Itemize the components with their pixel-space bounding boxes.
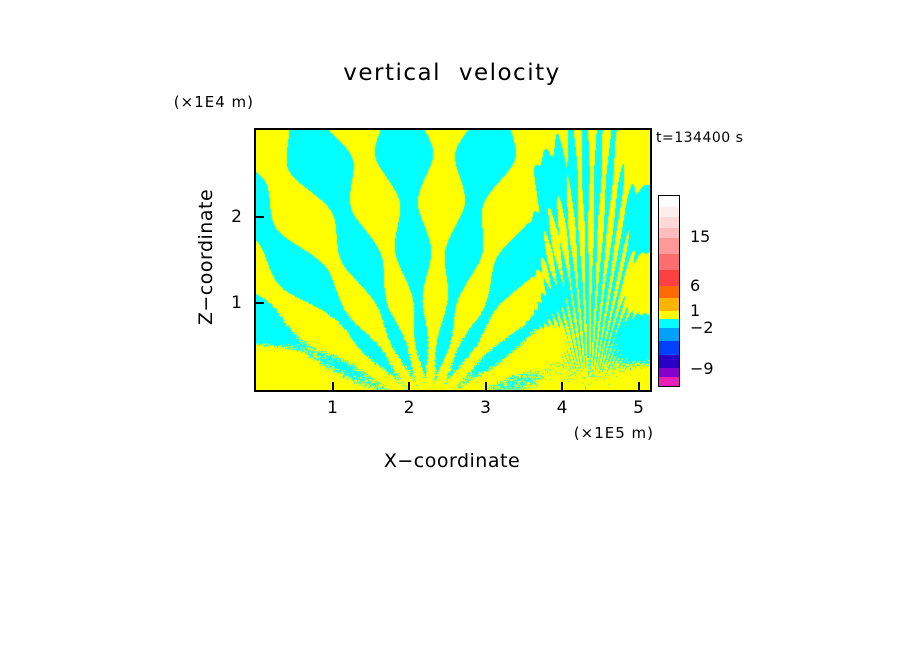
colorbar-segment [659, 217, 679, 228]
colorbar-segment [659, 328, 679, 342]
x-axis-tick-label: 5 [633, 398, 644, 418]
colorbar-segment [659, 227, 679, 238]
x-axis-tick-label: 4 [556, 398, 568, 418]
colorbar-segment [659, 341, 679, 355]
velocity-field-canvas [256, 130, 650, 390]
colorbar-segment [659, 206, 679, 217]
y-axis-tick [256, 302, 264, 305]
colorbar-segment [659, 354, 679, 368]
y-axis-tick-label: 1 [231, 293, 242, 314]
colorbar-segment [659, 286, 679, 299]
y-axis-title: Z−coordinate [195, 188, 217, 326]
plot-frame [254, 128, 652, 392]
x-axis-tick [484, 382, 487, 390]
colorbar-tick-label: 6 [690, 276, 701, 295]
y-axis-tick-label: 2 [231, 206, 242, 227]
colorbar-tick-label: −2 [690, 318, 714, 338]
y-axis-tick [256, 215, 264, 218]
colorbar-tick-label: 15 [690, 227, 711, 247]
colorbar-tick-label: 1 [690, 301, 701, 321]
colorbar-segment [659, 254, 679, 271]
time-annotation: t=134400 s [656, 130, 744, 146]
x-axis-tick-label: 3 [480, 398, 491, 418]
x-axis-title: X−coordinate [383, 450, 521, 472]
colorbar-segment [659, 319, 679, 329]
x-axis-tick [331, 382, 334, 390]
colorbar [658, 195, 680, 387]
colorbar-segment [659, 298, 679, 311]
colorbar-tick-label: −9 [690, 358, 714, 378]
colorbar-segment [659, 310, 679, 320]
colorbar-segment [659, 238, 679, 255]
x-axis-tick [561, 382, 564, 390]
x-axis-unit-label: (×1E5 m) [573, 424, 654, 442]
x-axis-tick [637, 382, 640, 390]
colorbar-segment [659, 270, 679, 287]
chart-title: vertical velocity [343, 60, 561, 86]
colorbar-segment [659, 376, 679, 386]
y-axis-unit-label: (×1E4 m) [173, 93, 254, 111]
x-axis-tick-label: 1 [327, 398, 338, 418]
x-axis-tick-label: 2 [403, 398, 415, 418]
colorbar-segment [659, 196, 679, 207]
colorbar-segment [659, 367, 679, 377]
x-axis-tick [408, 382, 410, 390]
